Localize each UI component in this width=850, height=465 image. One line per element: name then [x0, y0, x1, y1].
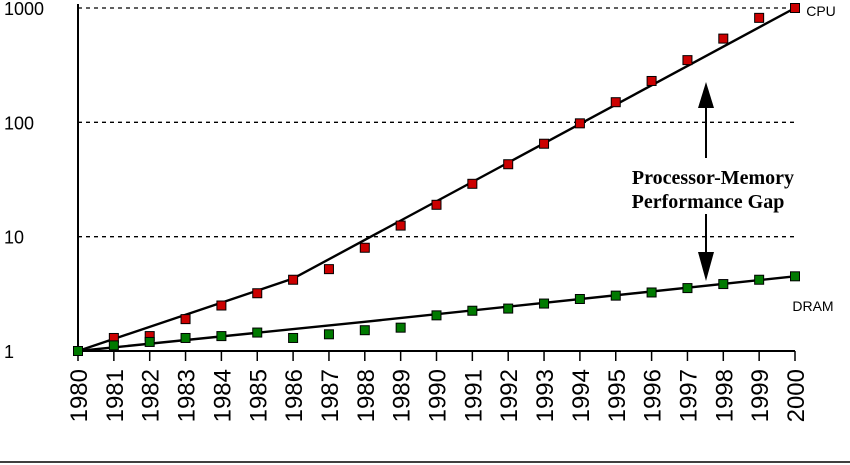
x-tick-label-1999: 1999	[747, 369, 774, 422]
dram-point-1995	[610, 290, 621, 301]
cpu-point-1997	[682, 55, 693, 66]
cpu-point-1991	[467, 178, 478, 189]
cpu-point-1996	[646, 75, 657, 86]
x-tick-label-1982: 1982	[138, 369, 165, 422]
dram-point-1980	[73, 346, 83, 356]
x-tick-label-1981: 1981	[102, 369, 129, 422]
dram-point-1982	[144, 336, 155, 347]
cpu-series-label: CPU	[806, 3, 836, 19]
dram-point-1994	[574, 293, 585, 304]
series-labels: CPU DRAM	[792, 3, 835, 314]
cpu-point-1988	[359, 242, 370, 253]
cpu-point-1998	[718, 33, 729, 44]
y-tick-label-1000: 1000	[4, 0, 44, 19]
x-tick-label-1984: 1984	[209, 369, 236, 422]
dram-point-2000	[790, 271, 800, 282]
dram-point-1991	[467, 305, 478, 316]
gap-annotation: Processor-Memory Performance Gap	[632, 82, 794, 281]
dram-point-1983	[180, 332, 191, 343]
cpu-point-1985	[252, 288, 263, 299]
y-tick-label-10: 10	[4, 228, 24, 248]
x-tick-label-1991: 1991	[460, 369, 487, 422]
dram-point-1990	[431, 310, 442, 321]
x-tick-label-1983: 1983	[174, 369, 201, 422]
dram-point-1981	[108, 340, 119, 351]
x-tick-label-1995: 1995	[604, 369, 631, 422]
x-tick-label-1990: 1990	[425, 369, 452, 422]
dram-point-1996	[646, 287, 657, 298]
cpu-point-2000	[790, 3, 800, 13]
x-tick-label-1992: 1992	[496, 369, 523, 422]
cpu-point-1992	[503, 159, 514, 170]
x-tick-label-1988: 1988	[353, 369, 380, 422]
x-tick-label-1994: 1994	[568, 369, 595, 422]
dram-point-1987	[323, 329, 334, 340]
cpu-point-1989	[395, 220, 406, 231]
annotation-line-1: Processor-Memory	[632, 167, 794, 189]
cpu-point-1984	[216, 300, 227, 311]
y-tick-label-100: 100	[4, 113, 34, 133]
dram-series-label: DRAM	[792, 298, 833, 314]
dram-point-1999	[754, 274, 765, 285]
x-tick-label-1997: 1997	[675, 369, 702, 422]
dram-point-1985	[252, 327, 263, 338]
x-tick-label-1985: 1985	[245, 369, 272, 422]
gap-arrow-down-head	[698, 252, 714, 281]
gap-arrow-up-head	[698, 82, 714, 108]
annotation-line-2: Performance Gap	[632, 191, 785, 213]
cpu-point-1983	[180, 314, 191, 325]
dram-point-1992	[503, 303, 514, 314]
dram-point-1986	[288, 332, 299, 343]
dram-point-1998	[718, 279, 729, 290]
cpu-point-1987	[323, 264, 334, 275]
cpu-point-1999	[754, 12, 765, 23]
dram-point-1997	[682, 283, 693, 294]
x-tick-label-1986: 1986	[281, 369, 308, 422]
x-ticks: 1980 1981 1982 1983 1984 1985 1986 1987 1988 1989…	[66, 351, 810, 422]
dram-point-1988	[359, 325, 370, 336]
x-tick-label-1993: 1993	[532, 369, 559, 422]
cpu-point-1994	[574, 118, 585, 129]
x-tick-label-1998: 1998	[711, 369, 738, 422]
cpu-point-1990	[431, 199, 442, 210]
series-layer	[73, 3, 800, 356]
x-tick-label-1996: 1996	[640, 369, 667, 422]
dram-point-1989	[395, 322, 406, 333]
x-tick-label-1980: 1980	[66, 369, 93, 422]
cpu-point-1993	[539, 138, 550, 149]
cpu-point-1995	[610, 97, 621, 108]
x-tick-label-1987: 1987	[317, 369, 344, 422]
y-ticks: 1 10 100 1000	[4, 0, 44, 362]
y-tick-label-1: 1	[4, 342, 14, 362]
x-tick-label-1989: 1989	[389, 369, 416, 422]
dram-point-1984	[216, 331, 227, 342]
cpu-point-1986	[288, 274, 299, 285]
dram-point-1993	[539, 298, 550, 309]
x-tick-label-2000: 2000	[783, 369, 810, 422]
